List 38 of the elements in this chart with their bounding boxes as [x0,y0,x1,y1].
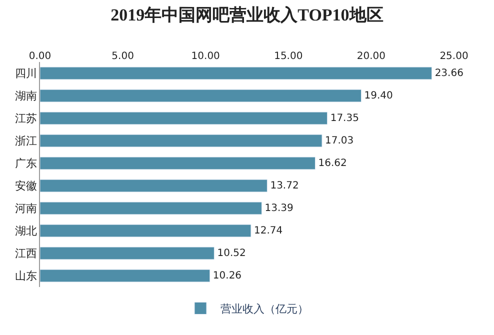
y-tick-label: 山东 [14,270,37,283]
y-tick-label: 江苏 [14,112,37,126]
x-tick-label: 0.00 [28,51,52,62]
bar [40,202,262,215]
data-label: 10.26 [212,270,242,282]
data-label: 17.35 [330,112,359,124]
bar [40,66,432,80]
data-label: 16.62 [318,158,347,169]
x-tick-label: 25.00 [440,51,468,62]
bar [40,246,214,260]
data-label: 17.03 [325,135,354,146]
y-tick-label: 广东 [14,157,37,170]
x-tick-label: 15.00 [274,51,303,62]
chart-title: 2019年中国网吧营业收入TOP10地区 [110,5,384,24]
y-tick-label: 湖北 [14,224,37,238]
data-label: 23.66 [434,68,464,79]
bar [40,89,362,102]
y-tick-label: 江西 [14,247,37,260]
bar [40,179,268,192]
data-label: 12.74 [254,225,283,236]
y-tick-label: 安徽 [14,180,37,193]
bar [40,134,322,148]
y-tick-label: 湖南 [14,90,37,103]
data-label: 13.72 [270,180,299,192]
x-tick-label: 20.00 [356,51,386,62]
x-tick-label: 10.00 [191,51,220,62]
data-label: 19.40 [364,90,393,102]
bar [40,112,328,125]
data-label: 10.52 [217,248,246,259]
y-tick-label: 河南 [14,202,37,216]
data-label: 13.39 [264,202,294,214]
y-tick-label: 四川 [14,67,37,80]
legend-label: 营业收入（亿元） [220,302,308,316]
bar [40,224,252,238]
bar [40,269,210,282]
bar [40,156,316,170]
y-tick-label: 浙江 [14,134,37,148]
x-tick-label: 5.00 [112,51,134,62]
